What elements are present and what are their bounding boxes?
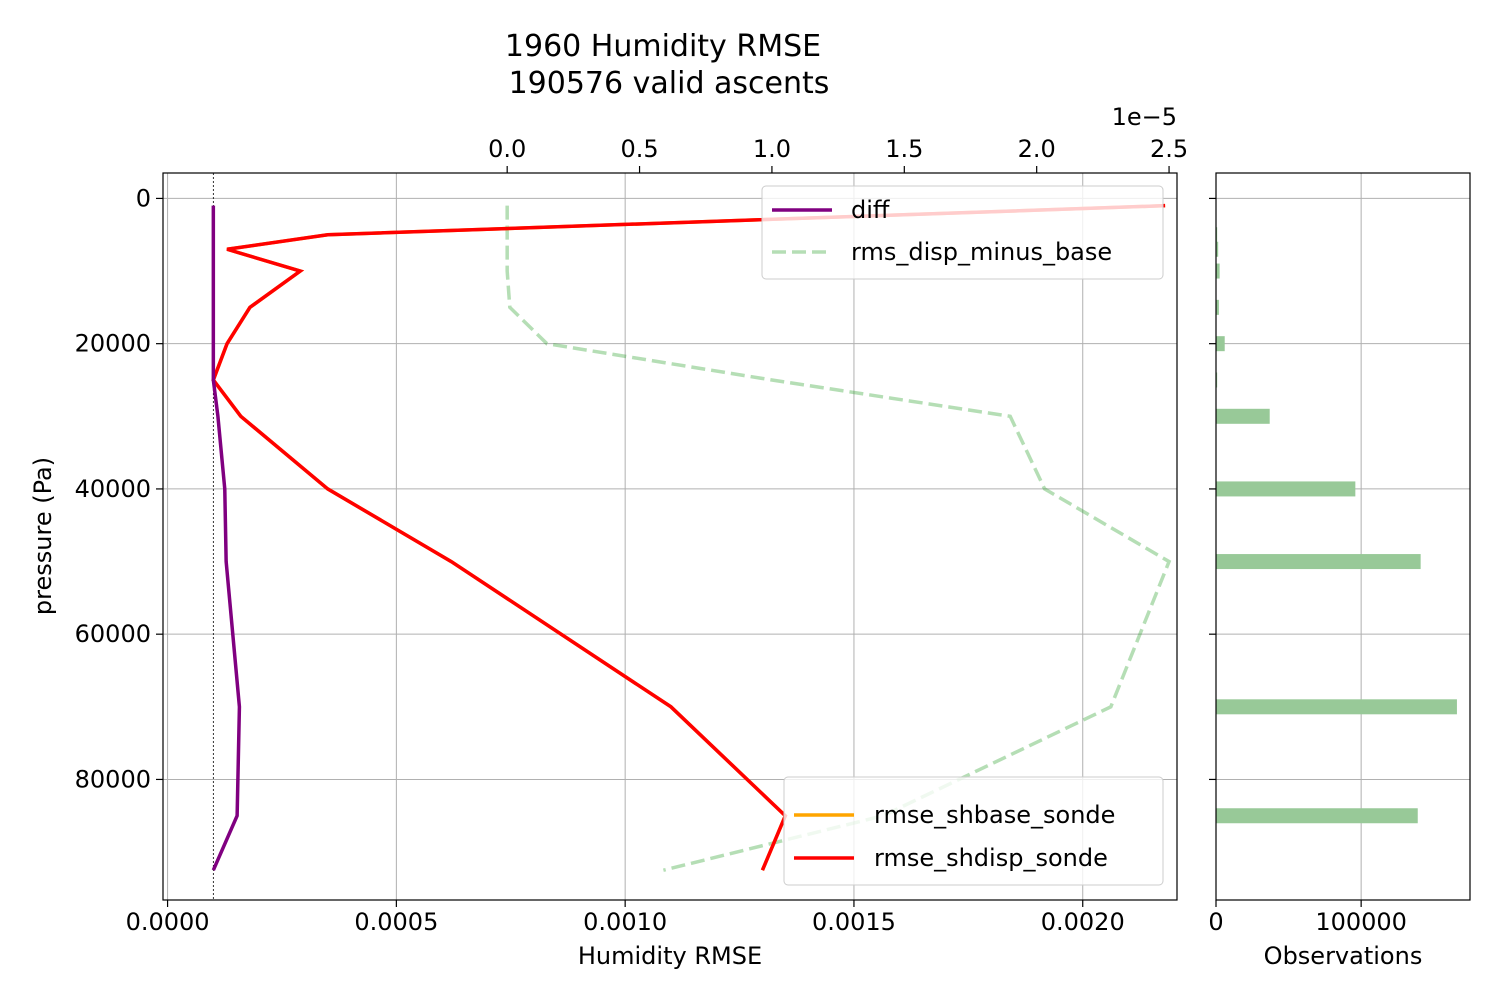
main-x-tick-label: 0.0020 [1041,908,1125,936]
obs-x-ticks: 0 100000 [1208,900,1407,936]
obs-bar [1216,241,1219,257]
top-x-ticks: 0.0 0.5 1.0 1.5 2.0 2.5 [488,135,1188,173]
main-y-tick-label: 0 [136,184,151,212]
top-x-tick-label: 2.5 [1150,135,1188,163]
legend-label-rmse-shbase-sonde: rmse_shbase_sonde [874,801,1115,829]
obs-plot-frame [1215,172,1471,901]
obs-bar [1216,699,1457,715]
main-x-ticks: 0.0000 0.0005 0.0010 0.0015 0.0020 [126,900,1125,936]
observations-panel: 0 100000 Observations [1208,172,1471,970]
main-plot-panel: 0.0000 0.0005 0.0010 0.0015 0.0020 0 20000 400… [29,103,1188,970]
obs-bar [1216,299,1219,315]
main-x-tick-label: 0.0010 [583,908,667,936]
chart-title-line-1: 1960 Humidity RMSE [505,29,821,64]
main-series [211,203,1172,872]
series-rmse-shdisp-sonde [211,203,1166,871]
top-x-tick-label: 0.5 [620,135,658,163]
obs-bar [1216,408,1270,424]
main-y-tick-label: 20000 [75,330,151,358]
main-y-axis-label: pressure (Pa) [29,457,57,615]
top-x-tick-label: 1.5 [885,135,923,163]
legend-label-rmse-shdisp-sonde: rmse_shdisp_sonde [874,844,1108,872]
series-diff [211,205,242,871]
obs-bar [1216,554,1421,570]
top-x-tick-label: 2.0 [1018,135,1056,163]
legend-lower-right: rmse_shbase_sonde rmse_shdisp_sonde [783,776,1164,886]
legend-label-diff: diff [851,196,890,224]
obs-y-ticks [1209,197,1216,781]
obs-x-tick-label: 0 [1208,908,1223,936]
series-rms-disp-minus-base [505,205,1172,872]
main-y-tick-label: 80000 [75,765,151,793]
main-x-tick-label: 0.0000 [126,908,210,936]
main-plot-frame [162,172,1178,901]
top-x-tick-label: 0.0 [488,135,526,163]
obs-bar [1216,336,1225,352]
top-x-tick-label: 1.0 [753,135,791,163]
obs-bar [1216,263,1220,279]
main-x-axis-label: Humidity RMSE [578,942,762,970]
main-x-tick-label: 0.0005 [354,908,438,936]
main-y-ticks: 0 20000 40000 60000 80000 [75,184,163,793]
chart-title-line-2: 190576 valid ascents [509,66,830,101]
obs-x-axis-label: Observations [1264,942,1423,970]
main-y-tick-label: 60000 [75,620,151,648]
obs-bar [1216,808,1418,824]
main-y-tick-label: 40000 [75,475,151,503]
obs-x-tick-label: 100000 [1315,908,1407,936]
legend-upper-right: diff rms_disp_minus_base [761,185,1164,280]
obs-bars [1216,227,1457,824]
top-axis-exponent: 1e−5 [1112,103,1177,131]
main-x-tick-label: 0.0015 [812,908,896,936]
obs-bar [1216,481,1356,497]
legend-label-rms-disp-minus-base: rms_disp_minus_base [851,238,1112,266]
obs-grid [1215,173,1470,900]
series-rmse-shbase-sonde [211,203,1166,871]
